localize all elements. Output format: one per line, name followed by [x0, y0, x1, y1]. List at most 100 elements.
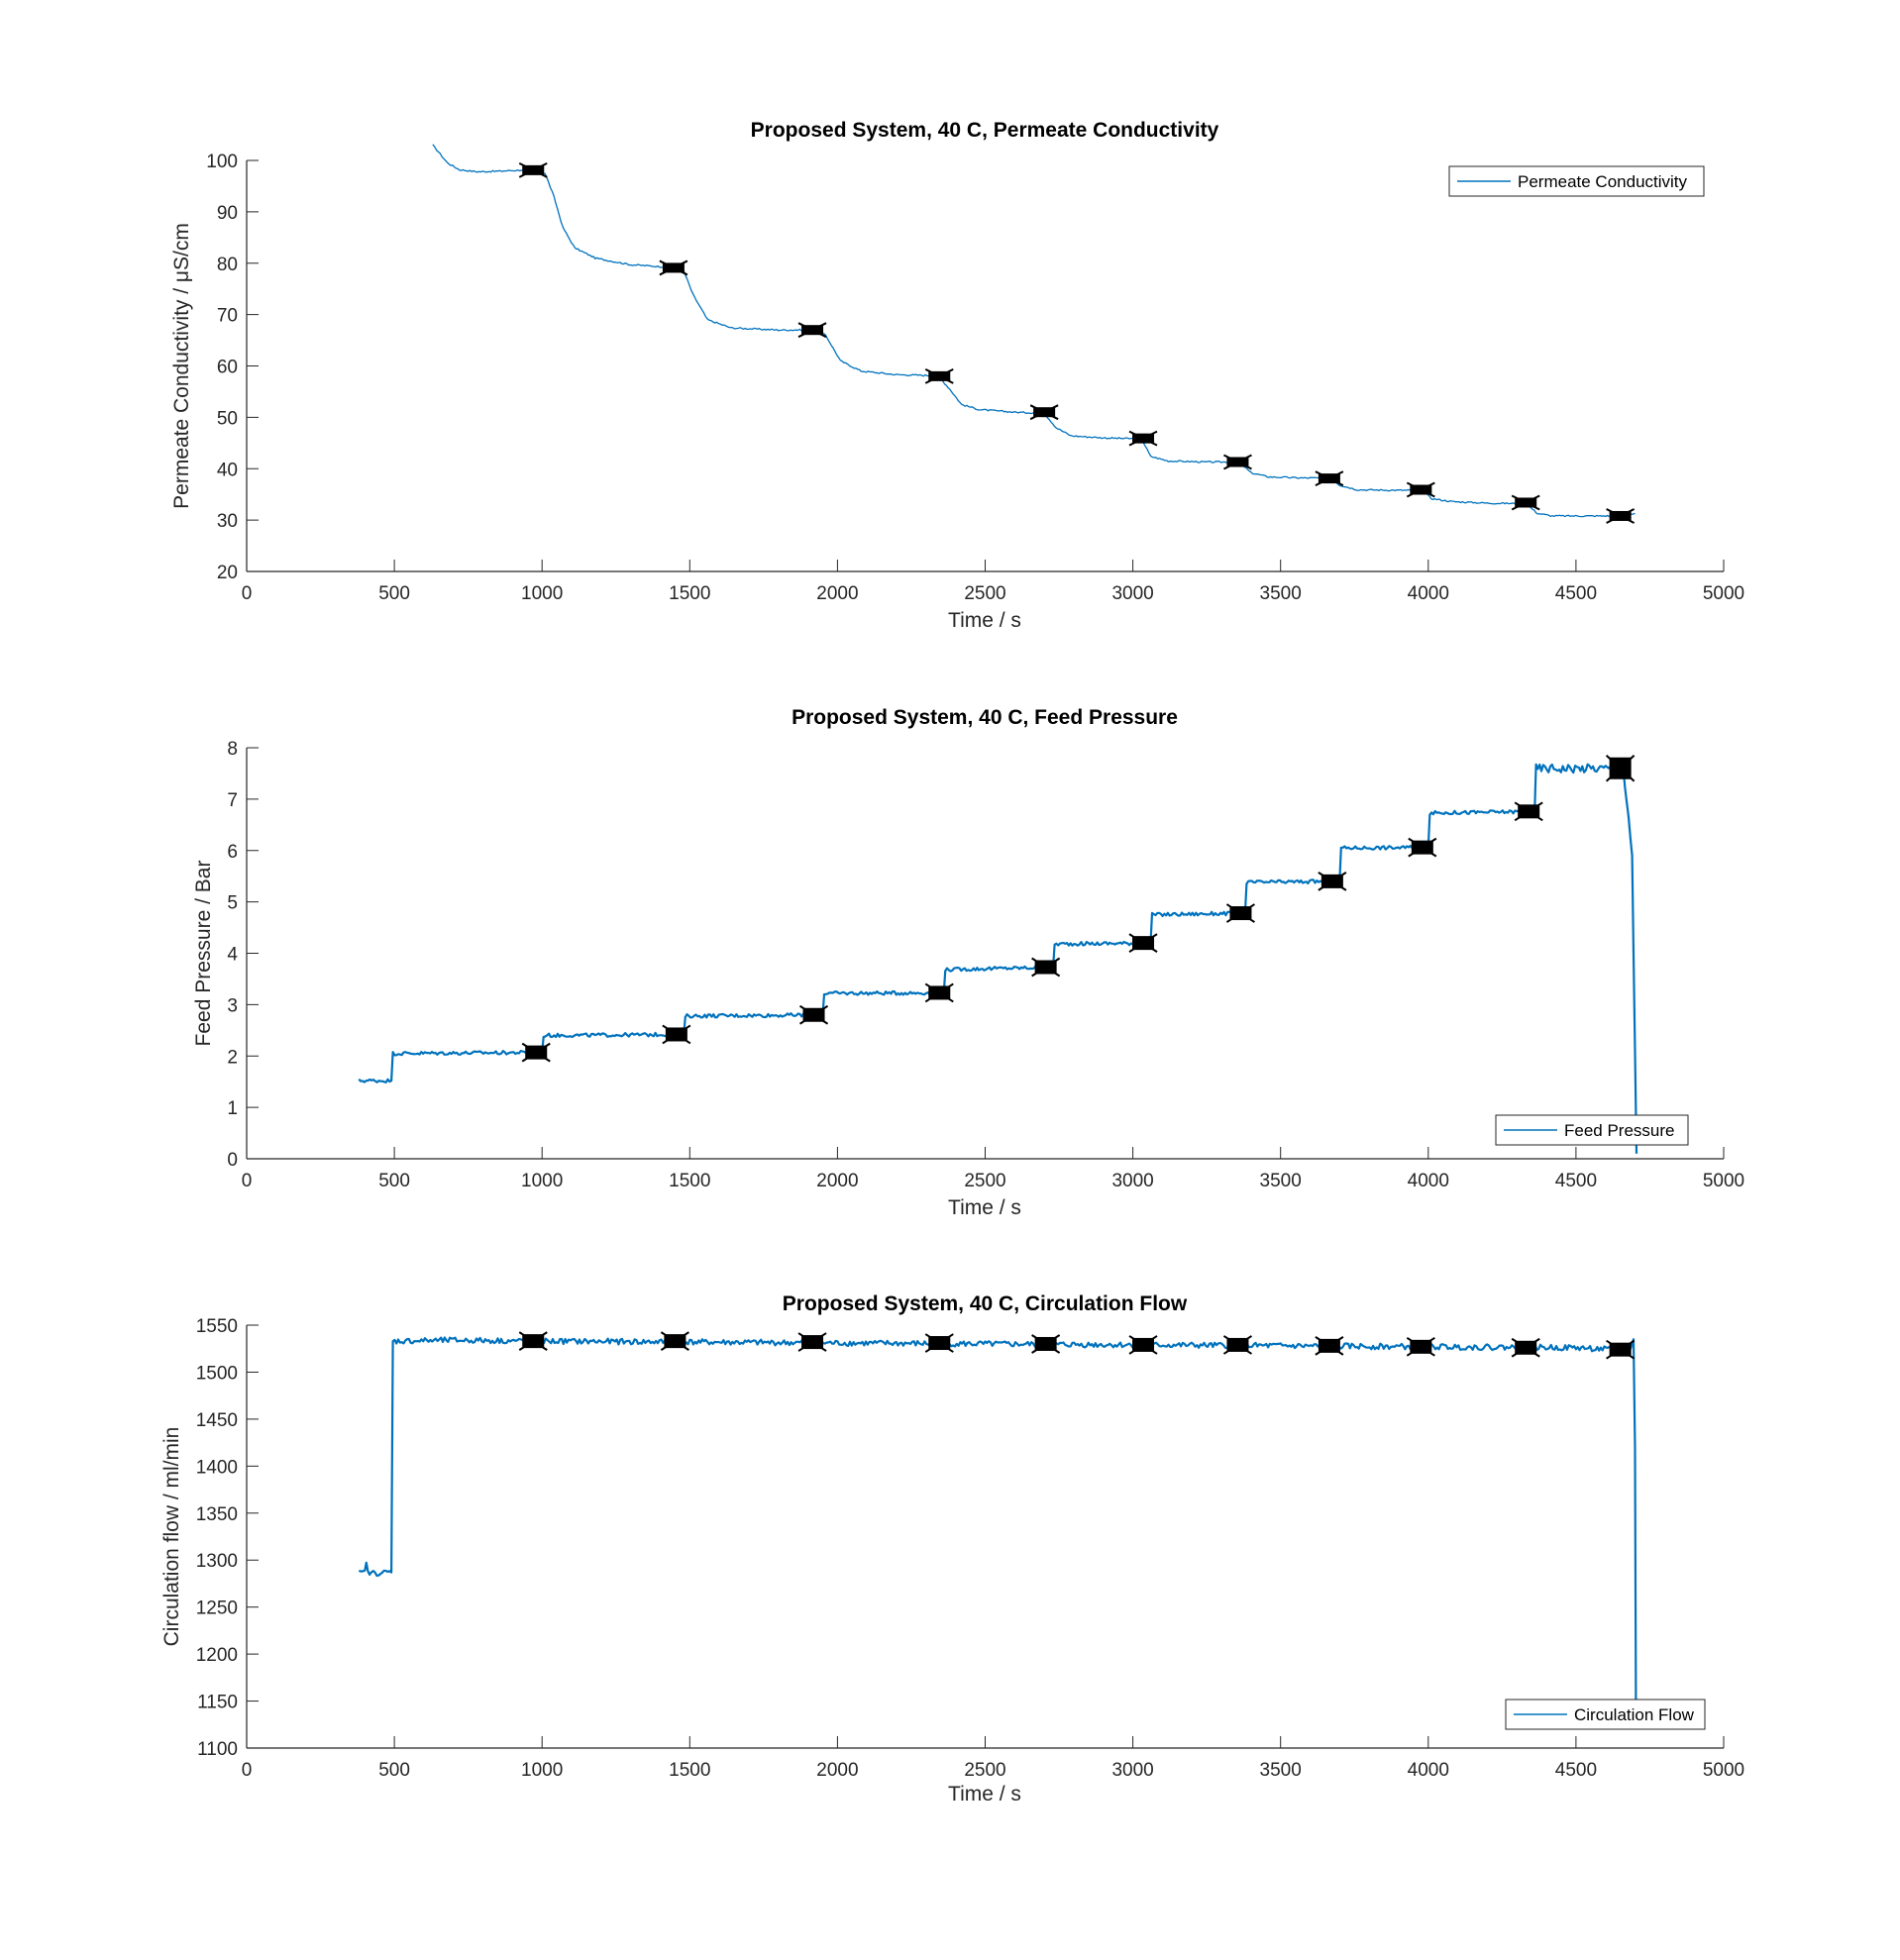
- x-tick-label: 0: [242, 1171, 253, 1191]
- average-marker: [1318, 872, 1347, 891]
- x-axis-label: Time / s: [948, 609, 1021, 632]
- x-tick-label: 2500: [964, 583, 1005, 604]
- average-marker: [1222, 1335, 1253, 1355]
- chart-title: Proposed System, 40 C, Circulation Flow: [783, 1292, 1188, 1315]
- x-tick-label: 4000: [1408, 1760, 1449, 1781]
- average-marker: [1031, 957, 1061, 978]
- y-tick-label: 0: [227, 1150, 238, 1171]
- average-marker: [1128, 430, 1158, 447]
- y-tick-label: 70: [217, 306, 238, 327]
- x-tick-label: 4000: [1408, 583, 1449, 604]
- average-marker: [660, 1331, 689, 1351]
- average-marker: [924, 982, 954, 1003]
- x-tick-label: 4500: [1555, 1760, 1597, 1781]
- x-tick-label: 3500: [1260, 583, 1302, 604]
- x-tick-label: 4000: [1408, 1171, 1449, 1191]
- y-tick-label: 1300: [196, 1551, 238, 1572]
- x-tick-label: 4500: [1555, 583, 1597, 604]
- average-marker: [1514, 801, 1543, 822]
- x-tick-label: 5000: [1703, 1171, 1744, 1191]
- average-marker: [662, 1024, 691, 1045]
- average-marker: [518, 161, 548, 178]
- average-marker: [1225, 903, 1255, 923]
- y-tick-label: 5: [227, 893, 238, 914]
- average-marker: [1128, 933, 1158, 953]
- x-tick-label: 1000: [521, 1171, 563, 1191]
- y-tick-label: 7: [227, 790, 238, 811]
- average-marker: [1511, 1337, 1540, 1358]
- y-tick-label: 1500: [196, 1363, 238, 1384]
- x-tick-label: 5000: [1703, 583, 1744, 604]
- x-tick-label: 1500: [669, 1171, 710, 1191]
- chart-title: Proposed System, 40 C, Permeate Conducti…: [751, 119, 1219, 142]
- y-tick-label: 1450: [196, 1410, 238, 1431]
- x-tick-label: 500: [378, 1171, 410, 1191]
- y-tick-label: 1200: [196, 1645, 238, 1666]
- legend-entry: Feed Pressure: [1564, 1121, 1675, 1140]
- average-marker: [1606, 1339, 1636, 1360]
- y-tick-label: 4: [227, 945, 238, 966]
- y-tick-label: 1250: [196, 1599, 238, 1619]
- average-marker: [1605, 755, 1636, 782]
- average-marker: [1315, 470, 1344, 487]
- y-tick-label: 8: [227, 739, 238, 760]
- x-tick-label: 3000: [1111, 583, 1153, 604]
- x-tick-label: 500: [378, 583, 410, 604]
- x-tick-label: 2500: [964, 1760, 1005, 1781]
- average-marker: [1606, 508, 1636, 524]
- x-tick-label: 3500: [1260, 1760, 1302, 1781]
- y-tick-label: 80: [217, 255, 238, 275]
- x-tick-label: 500: [378, 1760, 410, 1781]
- legend: Circulation Flow: [1505, 1699, 1706, 1730]
- x-tick-label: 1000: [521, 583, 563, 604]
- series-line: [358, 1336, 1637, 1702]
- y-tick-label: 1100: [197, 1739, 238, 1760]
- chart-title: Proposed System, 40 C, Feed Pressure: [792, 706, 1178, 729]
- average-marker: [1031, 1334, 1061, 1354]
- average-marker: [1029, 404, 1059, 421]
- x-tick-label: 1500: [669, 583, 710, 604]
- average-marker: [1406, 481, 1435, 498]
- y-tick-label: 60: [217, 358, 238, 378]
- y-tick-label: 6: [227, 842, 238, 863]
- chart-circulation-flow: Proposed System, 40 C, Circulation Flow …: [160, 1292, 1744, 1805]
- y-tick-label: 50: [217, 408, 238, 429]
- y-tick-label: 100: [206, 152, 238, 172]
- y-axis-label: Feed Pressure / Bar: [192, 861, 215, 1047]
- legend: Permeate Conductivity: [1448, 165, 1705, 197]
- x-tick-label: 2500: [964, 1171, 1005, 1191]
- x-tick-label: 1000: [521, 1760, 563, 1781]
- y-tick-label: 1150: [197, 1693, 238, 1713]
- average-marker: [1128, 1335, 1158, 1355]
- y-tick-label: 3: [227, 995, 238, 1016]
- x-tick-label: 1500: [669, 1760, 710, 1781]
- y-tick-label: 30: [217, 511, 238, 532]
- legend: Feed Pressure: [1495, 1114, 1689, 1146]
- y-axis-label: Circulation flow / ml/min: [160, 1427, 183, 1647]
- axes: 0 500 1000 1500 2000 2500 3000 3500 4000 4500 5000…: [206, 152, 1744, 604]
- x-axis-label: Time / s: [948, 1783, 1021, 1805]
- average-marker: [924, 1333, 954, 1353]
- plot-area: [358, 755, 1638, 1154]
- y-tick-label: 2: [227, 1047, 238, 1068]
- x-axis-label: Time / s: [948, 1196, 1021, 1219]
- series-line: [432, 144, 1636, 518]
- y-tick-label: 90: [217, 203, 238, 224]
- x-tick-label: 3500: [1260, 1171, 1302, 1191]
- x-tick-label: 3000: [1111, 1760, 1153, 1781]
- average-marker: [797, 1332, 827, 1352]
- x-tick-label: 4500: [1555, 1171, 1597, 1191]
- y-tick-label: 1: [227, 1098, 238, 1119]
- chart-permeate-conductivity: Proposed System, 40 C, Permeate Conducti…: [170, 119, 1744, 632]
- average-marker: [1406, 1336, 1435, 1357]
- legend-entry: Circulation Flow: [1574, 1705, 1695, 1724]
- average-marker: [1315, 1336, 1344, 1356]
- average-marker: [1511, 494, 1540, 511]
- y-tick-label: 1400: [196, 1457, 238, 1478]
- x-tick-label: 0: [242, 583, 253, 604]
- average-marker: [797, 322, 827, 339]
- chart-feed-pressure: Proposed System, 40 C, Feed Pressure 0 50…: [192, 706, 1744, 1219]
- x-tick-label: 2000: [816, 583, 858, 604]
- y-tick-label: 40: [217, 460, 238, 480]
